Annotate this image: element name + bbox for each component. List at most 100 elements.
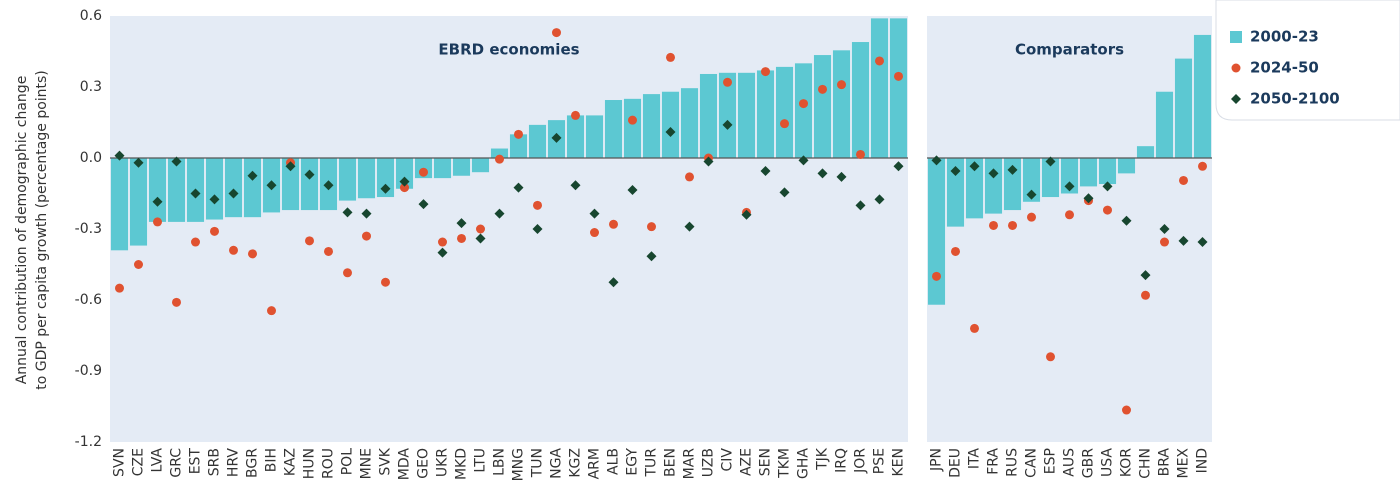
circle-marker bbox=[419, 167, 428, 177]
y-axis-label: Annual contribution of demographic chang… bbox=[14, 76, 30, 385]
x-tick-label: CIV bbox=[720, 448, 736, 472]
x-tick-label: CAN bbox=[1024, 448, 1040, 478]
circle-marker bbox=[457, 233, 466, 243]
bar bbox=[889, 18, 908, 158]
circle-marker bbox=[780, 119, 789, 129]
legend-swatch bbox=[1231, 94, 1241, 104]
circle-marker bbox=[1141, 290, 1150, 300]
diamond-marker bbox=[874, 194, 885, 205]
bar bbox=[1060, 158, 1079, 194]
circle-marker bbox=[533, 200, 542, 210]
circle-marker bbox=[229, 245, 238, 255]
x-tick-label: CZE bbox=[131, 448, 147, 476]
bar bbox=[984, 158, 1003, 214]
diamond-marker bbox=[1064, 181, 1075, 192]
circle-marker bbox=[666, 52, 675, 62]
circle-marker bbox=[856, 149, 865, 159]
x-tick-label: MNE bbox=[359, 448, 375, 479]
x-tick-label: IRQ bbox=[834, 448, 850, 473]
circle-marker bbox=[153, 217, 162, 227]
x-tick-label: BRA bbox=[1157, 448, 1173, 477]
bar bbox=[832, 50, 851, 158]
bar bbox=[471, 158, 490, 173]
circle-marker bbox=[343, 268, 352, 278]
circle-marker bbox=[1179, 175, 1188, 185]
bar bbox=[718, 72, 737, 158]
bar bbox=[1136, 146, 1155, 158]
x-tick-label: LVA bbox=[150, 448, 166, 473]
diamond-marker bbox=[627, 184, 638, 195]
diamond-marker bbox=[494, 208, 505, 219]
bar bbox=[509, 134, 528, 158]
x-tick-label: KEN bbox=[891, 448, 907, 477]
bar bbox=[813, 55, 832, 158]
bar bbox=[1022, 158, 1041, 202]
legend-swatch bbox=[1231, 63, 1241, 73]
bar bbox=[775, 66, 794, 158]
x-tick-label: EGY bbox=[625, 448, 641, 476]
diamond-marker bbox=[266, 180, 277, 191]
y-tick-label: -1.2 bbox=[75, 434, 102, 450]
circle-marker bbox=[970, 323, 979, 333]
x-tick-label: ALB bbox=[606, 448, 622, 475]
bar bbox=[699, 73, 718, 158]
diamond-marker bbox=[361, 208, 372, 219]
diamond-marker bbox=[722, 119, 733, 130]
circle-marker bbox=[210, 226, 219, 236]
x-tick-label: GRC bbox=[169, 448, 185, 478]
bar bbox=[1041, 158, 1060, 198]
bar bbox=[756, 70, 775, 158]
diamond-marker bbox=[1121, 215, 1132, 226]
circle-marker bbox=[989, 220, 998, 230]
circle-marker bbox=[191, 237, 200, 247]
x-tick-label: MNG bbox=[511, 448, 527, 481]
y-tick-label: 0.0 bbox=[80, 150, 102, 166]
x-tick-label: MEX bbox=[1176, 448, 1192, 479]
circle-marker bbox=[248, 249, 257, 259]
bar bbox=[661, 91, 680, 158]
diamond-marker bbox=[798, 155, 809, 166]
x-tick-label: BIH bbox=[264, 448, 280, 472]
diamond-marker bbox=[1026, 189, 1037, 200]
x-tick-label: JPN bbox=[929, 448, 945, 472]
circle-marker bbox=[875, 56, 884, 66]
bar bbox=[300, 158, 319, 211]
bar bbox=[1098, 158, 1117, 185]
diamond-marker bbox=[475, 233, 486, 244]
x-tick-label: ARM bbox=[587, 448, 603, 479]
diamond-marker bbox=[988, 168, 999, 179]
bar bbox=[870, 18, 889, 158]
circle-marker bbox=[761, 67, 770, 77]
circle-marker bbox=[400, 183, 409, 193]
x-tick-label: MKD bbox=[454, 448, 470, 480]
diamond-marker bbox=[209, 194, 220, 205]
bar bbox=[794, 63, 813, 159]
bar bbox=[224, 158, 243, 218]
circle-marker bbox=[1122, 405, 1131, 415]
x-tick-label: TKM bbox=[777, 448, 793, 479]
diamond-marker bbox=[1178, 235, 1189, 246]
diamond-marker bbox=[570, 180, 581, 191]
bar bbox=[927, 158, 946, 305]
bar bbox=[1174, 58, 1193, 158]
bar bbox=[623, 98, 642, 158]
circle-marker bbox=[894, 71, 903, 81]
x-tick-label: USA bbox=[1100, 448, 1116, 477]
y-tick-label: -0.9 bbox=[75, 363, 102, 379]
diamond-marker bbox=[323, 180, 334, 191]
diamond-marker bbox=[1045, 156, 1056, 167]
bar bbox=[1117, 158, 1136, 174]
circle-marker bbox=[438, 237, 447, 247]
diamond-marker bbox=[532, 224, 543, 234]
circle-marker bbox=[685, 172, 694, 182]
diamond-marker bbox=[646, 251, 657, 262]
circle-marker bbox=[932, 271, 941, 281]
circle-marker bbox=[590, 228, 599, 238]
circle-marker bbox=[362, 231, 371, 241]
x-tick-label: NGA bbox=[549, 448, 565, 479]
x-tick-label: KGZ bbox=[568, 448, 584, 478]
diamond-marker bbox=[190, 188, 201, 199]
diamond-marker bbox=[1102, 181, 1113, 192]
circle-marker bbox=[1103, 205, 1112, 215]
diamond-marker bbox=[342, 207, 353, 218]
